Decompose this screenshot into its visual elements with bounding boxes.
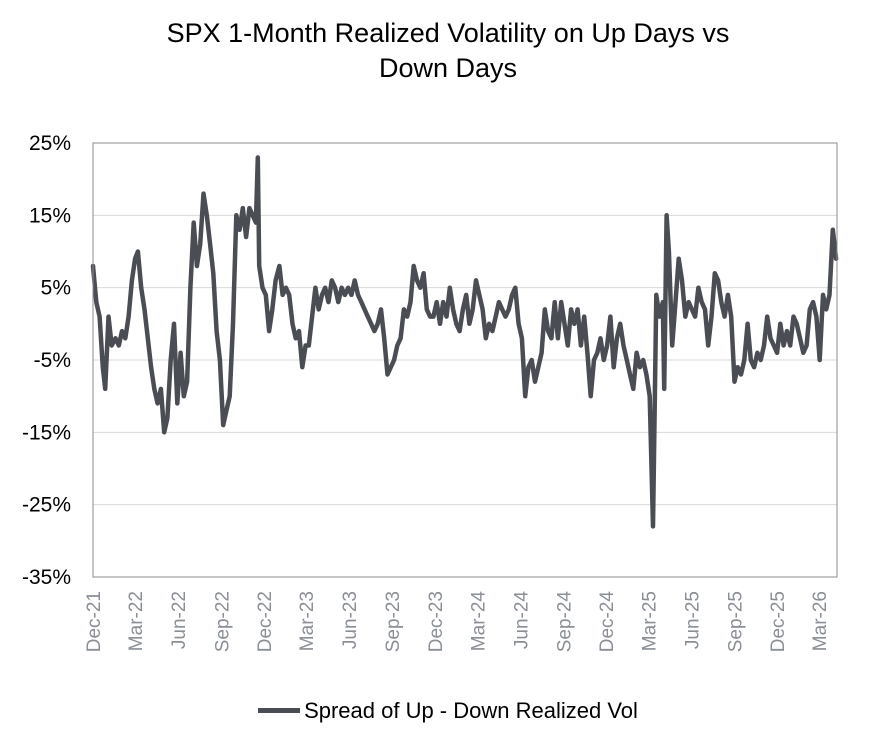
legend-label: Spread of Up - Down Realized Vol	[304, 698, 638, 723]
x-tick-label: Dec-24	[597, 591, 618, 653]
series-group	[90, 155, 839, 529]
y-tick-label: -5%	[34, 349, 71, 372]
x-tick-label: Dec-23	[426, 591, 447, 652]
chart-title-line-1: SPX 1-Month Realized Volatility on Up Da…	[166, 18, 730, 48]
legend: Spread of Up - Down Realized Vol	[0, 697, 896, 725]
y-tick-label: 15%	[29, 204, 71, 227]
x-tick-label: Sep-25	[725, 591, 746, 652]
y-tick-label: -15%	[22, 421, 71, 444]
legend-swatch	[258, 707, 301, 713]
gridlines	[93, 214, 837, 506]
x-tick-label: Mar-23	[297, 591, 318, 651]
y-tick-label: 5%	[41, 277, 71, 300]
y-tick-label: -35%	[22, 566, 71, 589]
x-tick-label: Mar-25	[639, 591, 660, 651]
x-tick-label: Mar-24	[468, 591, 489, 652]
x-tick-label: Dec-25	[768, 591, 789, 652]
x-tick-label: Mar-22	[126, 591, 147, 651]
y-tick-label: -25%	[22, 494, 71, 517]
x-tick-label: Jun-25	[682, 591, 703, 649]
x-tick-label: Mar-26	[810, 591, 831, 651]
x-tick-label: Dec-22	[255, 591, 276, 652]
x-tick-label: Sep-22	[212, 591, 233, 652]
plot-area-border	[92, 142, 838, 578]
x-tick-label: Sep-24	[555, 591, 576, 653]
y-axis: 25% 15% 5% -5% -15% -25% -35%	[22, 132, 71, 589]
x-tick-label: Jun-23	[340, 591, 361, 649]
x-tick-label: Sep-23	[383, 591, 404, 652]
x-tick-label: Jun-22	[169, 591, 190, 649]
x-tick-label: Dec-21	[84, 591, 105, 652]
chart-title-line-2: Down Days	[378, 53, 518, 83]
x-axis: Dec-21 Mar-22 Jun-22 Sep-22 Dec-22 Mar-23 Jun-…	[84, 591, 831, 653]
y-tick-label: 25%	[29, 132, 71, 155]
chart-title: SPX 1-Month Realized Volatility on Up Da…	[0, 16, 896, 86]
x-tick-label: Jun-24	[511, 591, 532, 650]
series-line	[90, 155, 839, 529]
